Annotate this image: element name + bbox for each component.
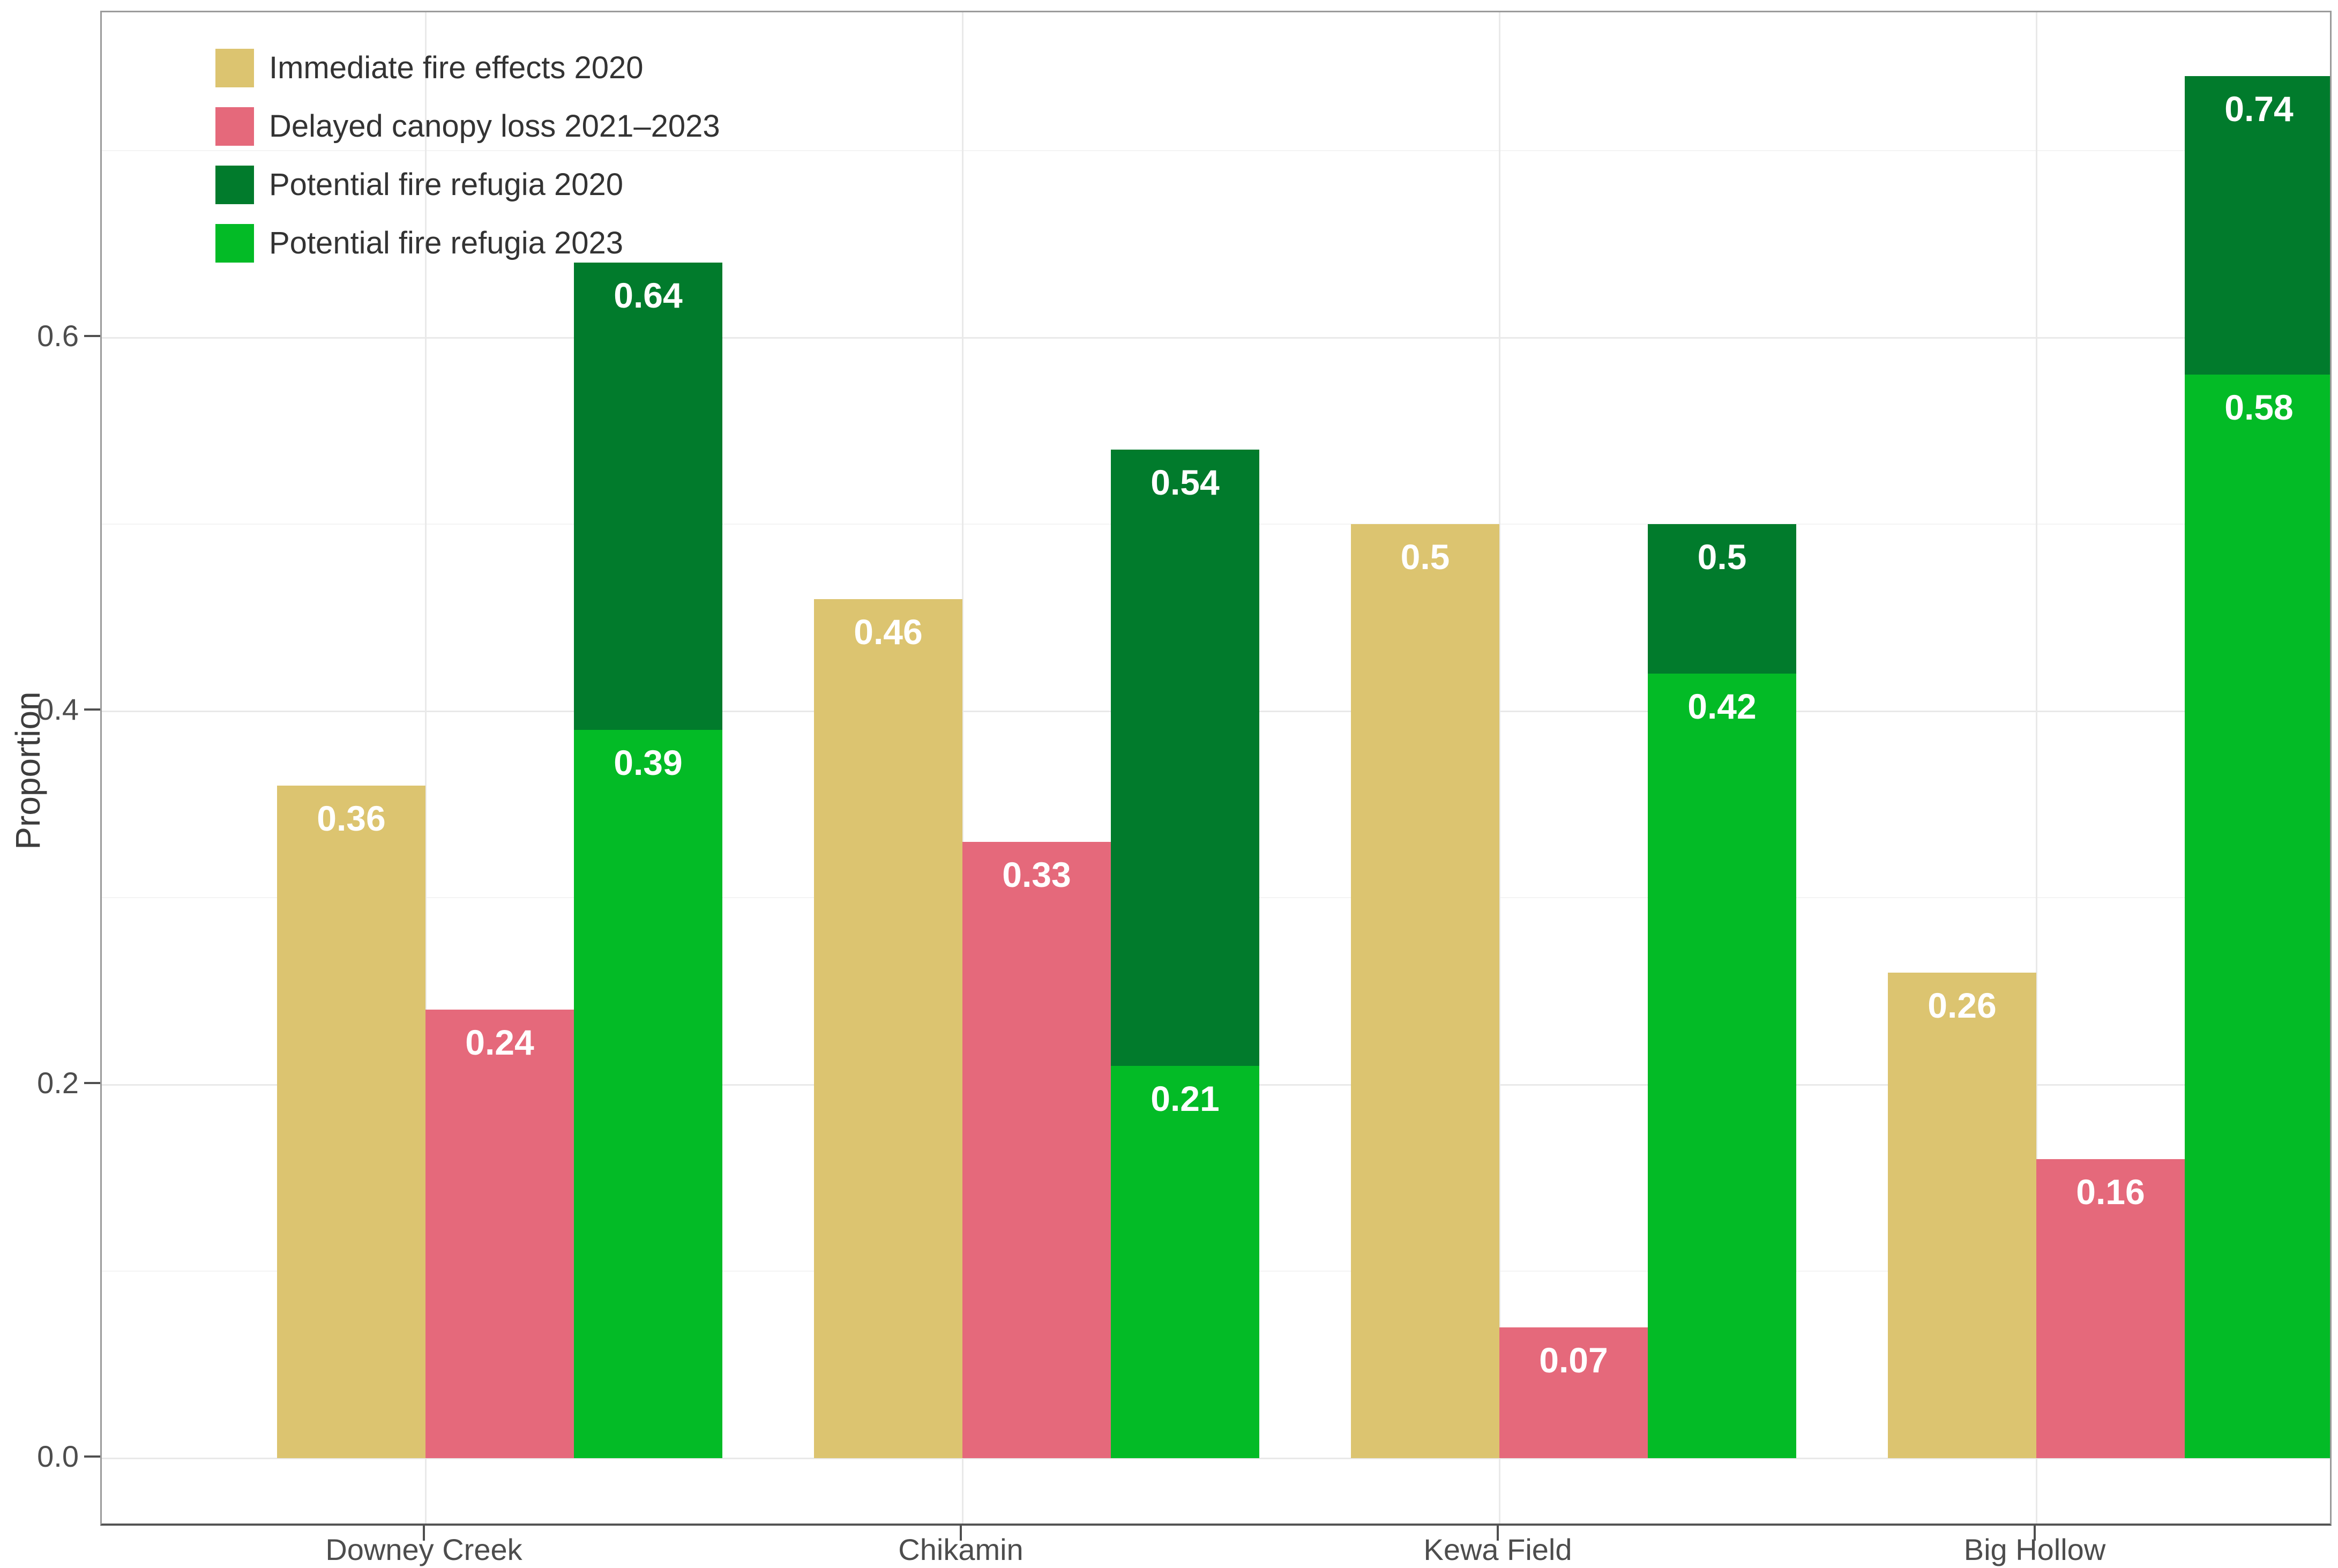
gridline-major-y <box>102 337 2330 339</box>
bar <box>1351 524 1499 1459</box>
y-axis-tick-mark <box>84 1455 100 1458</box>
bar <box>1888 972 2036 1459</box>
legend-item: Potential fire refugia 2023 <box>215 224 720 263</box>
y-axis-tick-label: 0.2 <box>37 1065 79 1100</box>
x-axis-tick-label: Kewa Field <box>1423 1533 1572 1566</box>
x-axis-tick-mark <box>2034 1526 2036 1541</box>
y-axis-tick-mark <box>84 334 100 337</box>
bar <box>425 1010 574 1459</box>
bar <box>574 729 722 1459</box>
y-axis-tick-label: 0.0 <box>37 1439 79 1474</box>
bar <box>2185 375 2330 1458</box>
legend-item-label: Delayed canopy loss 2021–2023 <box>269 109 720 144</box>
legend-item: Immediate fire effects 2020 <box>215 49 720 87</box>
y-axis-tick-label: 0.4 <box>37 692 79 726</box>
legend-color-swatch <box>215 107 254 146</box>
bar <box>1499 1327 1648 1459</box>
bar <box>2036 1159 2185 1458</box>
legend-color-swatch <box>215 224 254 263</box>
legend: Immediate fire effects 2020 Delayed canop… <box>215 49 720 282</box>
bar <box>1648 673 1796 1458</box>
x-axis-tick-mark <box>423 1526 425 1541</box>
x-axis-tick-mark <box>960 1526 962 1541</box>
x-axis-tick-label: Chikamin <box>898 1533 1024 1566</box>
legend-item-label: Potential fire refugia 2020 <box>269 167 623 202</box>
bar <box>1111 1066 1259 1459</box>
legend-item-label: Immediate fire effects 2020 <box>269 50 644 85</box>
x-axis-tick-label: Big Hollow <box>1963 1533 2106 1566</box>
y-axis-tick-mark <box>84 1081 100 1084</box>
x-axis-tick-label: Downey Creek <box>325 1533 522 1566</box>
y-axis-tick-mark <box>84 708 100 711</box>
legend-item: Potential fire refugia 2020 <box>215 166 720 204</box>
y-axis-tick-label: 0.6 <box>37 318 79 353</box>
legend-item: Delayed canopy loss 2021–2023 <box>215 107 720 146</box>
plot-panel: 0.36 0.46 0.5 0.26 0.24 0.33 0.07 0.16 0.64 0.54 0… <box>100 11 2332 1526</box>
x-axis-tick-mark <box>1497 1526 1499 1541</box>
bar <box>814 599 962 1459</box>
legend-item-label: Potential fire refugia 2023 <box>269 226 623 260</box>
legend-color-swatch <box>215 49 254 87</box>
bar <box>277 786 425 1459</box>
legend-color-swatch <box>215 166 254 204</box>
bar <box>962 841 1111 1459</box>
